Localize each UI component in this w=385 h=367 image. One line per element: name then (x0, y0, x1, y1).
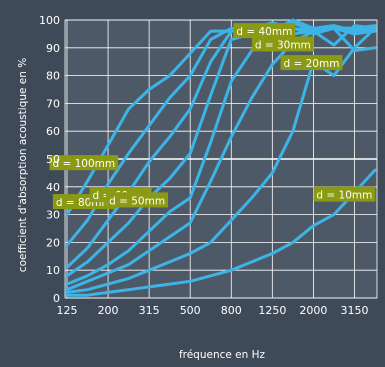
y-tick-label: 30 (46, 209, 60, 222)
x-tick-label: 200 (98, 304, 119, 317)
series-label-text: d = 100mm (52, 158, 115, 170)
y-axis-title: coefficient d'absorption acoustique en % (17, 58, 29, 272)
series-label-100mm: d = 100mm (49, 155, 119, 171)
y-tick-label: 80 (46, 70, 60, 83)
series-label-text: d = 50mm (109, 195, 165, 207)
x-tick-labels: 125 200 315 500 800 1250 2000 3150 (57, 304, 369, 317)
series-line-50mm (65, 21, 377, 278)
x-tick-label: 2000 (299, 304, 327, 317)
series-label-text: d = 30mm (255, 39, 311, 51)
series-label-text: d = 10mm (316, 190, 372, 202)
x-tick-label: 3150 (340, 304, 368, 317)
series-label-30mm: d = 30mm (251, 36, 314, 52)
x-axis-title: fréquence en Hz (179, 349, 266, 361)
y-tick-label: 10 (46, 264, 60, 277)
y-tick-label: 60 (46, 125, 60, 138)
series-label-box (233, 23, 296, 39)
series-label-text: d = 40mm (236, 26, 292, 38)
x-tick-label: 800 (221, 304, 242, 317)
y-tick-label: 50 (46, 153, 60, 166)
y-tick-label: 20 (46, 236, 60, 249)
series-label-50mm: d = 50mm (106, 192, 169, 208)
series-label-box (49, 155, 119, 171)
series-label-box (106, 192, 169, 208)
series-label-box (251, 36, 314, 52)
series-label-text: d = 20mm (283, 58, 339, 70)
series-label-box (313, 186, 376, 202)
x-tick-label: 500 (180, 304, 201, 317)
series-line-40mm (65, 18, 377, 286)
series-line-30mm (65, 24, 377, 292)
y-tick-label: 0 (53, 292, 60, 305)
y-tick-labels: 0 10 20 30 40 50 60 70 80 90 100 (39, 14, 60, 305)
x-tick-label: 315 (139, 304, 160, 317)
series-label-10mm: d = 10mm (313, 186, 376, 202)
series-layer (65, 18, 377, 297)
series-label-box (280, 55, 343, 71)
y-tick-label: 40 (46, 181, 60, 194)
y-tick-label: 100 (39, 14, 60, 27)
y-tick-label: 70 (46, 97, 60, 110)
series-label-40mm: d = 40mm (233, 23, 296, 39)
series-line-10mm (65, 168, 377, 297)
y-tick-label: 90 (46, 42, 60, 55)
x-tick-label: 125 (57, 304, 78, 317)
series-label-20mm: d = 20mm (280, 55, 343, 71)
x-tick-label: 1250 (258, 304, 286, 317)
